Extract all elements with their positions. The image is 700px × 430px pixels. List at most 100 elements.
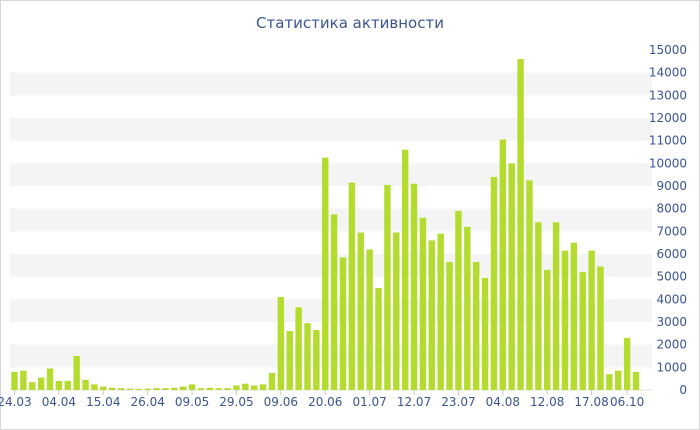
bar xyxy=(277,297,285,390)
bar xyxy=(330,214,338,390)
x-tick-label: 15.04 xyxy=(86,395,120,409)
bar xyxy=(410,183,418,390)
y-tick-label: 13000 xyxy=(649,88,687,102)
y-tick-label: 7000 xyxy=(656,224,687,238)
bar xyxy=(144,388,151,390)
bar xyxy=(339,257,347,390)
y-tick-label: 15000 xyxy=(649,43,687,57)
bar xyxy=(304,323,311,390)
bar xyxy=(615,370,622,390)
x-tick-label: 17.08 xyxy=(574,395,608,409)
bar xyxy=(570,242,578,390)
bar xyxy=(179,386,187,390)
bar xyxy=(632,371,640,390)
bar xyxy=(455,210,462,390)
bar xyxy=(206,387,214,390)
bar xyxy=(375,288,382,390)
bar xyxy=(419,217,427,390)
bar xyxy=(393,232,400,390)
x-tick-label: 12.07 xyxy=(397,395,431,409)
bar xyxy=(233,385,240,390)
bar xyxy=(623,337,631,390)
bar xyxy=(224,388,231,390)
bar xyxy=(215,388,222,390)
y-tick-label: 1000 xyxy=(656,360,687,374)
bar xyxy=(37,377,45,390)
bars xyxy=(11,59,640,390)
bar xyxy=(286,331,293,390)
bar xyxy=(428,240,435,390)
bar xyxy=(117,388,125,390)
bar xyxy=(55,380,63,390)
y-tick-label: 2000 xyxy=(656,338,687,352)
bar xyxy=(446,261,453,390)
y-tick-label: 0 xyxy=(679,383,687,397)
bar xyxy=(366,249,373,390)
bar xyxy=(126,388,134,390)
bar xyxy=(348,182,356,390)
x-tick-label: 04.04 xyxy=(42,395,76,409)
bar xyxy=(11,371,18,390)
y-tick-label: 14000 xyxy=(649,66,687,80)
bar xyxy=(535,222,542,390)
bar xyxy=(472,261,480,390)
bar xyxy=(259,384,267,390)
y-tick-label: 12000 xyxy=(649,111,687,125)
bar xyxy=(100,386,107,390)
y-tick-label: 10000 xyxy=(649,156,687,170)
bar xyxy=(268,373,276,390)
bar xyxy=(561,250,569,390)
y-tick-label: 6000 xyxy=(656,247,687,261)
grid-band xyxy=(10,118,652,141)
y-axis-ticks: 0 1000 2000 3000 4000 5000 6000 7000 8000 9000 100… xyxy=(649,43,687,397)
bar xyxy=(322,157,329,390)
grid-band xyxy=(10,72,652,96)
bar xyxy=(29,382,36,390)
bar xyxy=(242,383,249,390)
bar xyxy=(64,380,71,390)
bar xyxy=(313,329,320,390)
bar xyxy=(588,250,595,390)
y-tick-label: 4000 xyxy=(656,292,687,306)
bar xyxy=(188,384,196,390)
x-tick-label: 09.06 xyxy=(264,395,298,409)
x-tick-label: 12.08 xyxy=(530,395,564,409)
bar xyxy=(464,226,471,390)
x-tick-label: 06.10 xyxy=(610,395,644,409)
bar xyxy=(544,269,551,390)
bar xyxy=(108,387,116,390)
bar xyxy=(46,368,54,390)
bar xyxy=(552,222,560,390)
bar xyxy=(197,388,205,390)
bar xyxy=(20,370,27,390)
x-tick-label: 01.07 xyxy=(352,395,386,409)
bar xyxy=(251,385,258,390)
bar xyxy=(597,266,604,390)
bar xyxy=(437,233,444,390)
x-tick-label: 20.06 xyxy=(308,395,342,409)
bar xyxy=(295,307,302,390)
bar xyxy=(481,277,489,390)
bar xyxy=(82,379,89,390)
bar xyxy=(135,388,142,390)
bar xyxy=(606,374,613,390)
x-tick-label: 29.05 xyxy=(219,395,253,409)
y-tick-label: 3000 xyxy=(656,315,687,329)
y-tick-label: 9000 xyxy=(656,179,687,193)
bar xyxy=(153,388,160,390)
y-tick-label: 11000 xyxy=(649,134,687,148)
bar xyxy=(508,163,515,390)
y-tick-label: 8000 xyxy=(656,202,687,216)
bar xyxy=(499,139,507,390)
bar xyxy=(91,384,98,390)
x-tick-label: 24.03 xyxy=(0,395,32,409)
y-tick-label: 5000 xyxy=(656,270,687,284)
chart-title: Статистика активности xyxy=(256,14,444,32)
bar xyxy=(357,232,364,390)
x-tick-label: 26.04 xyxy=(130,395,164,409)
bar xyxy=(517,59,524,390)
bar xyxy=(171,387,178,390)
bar xyxy=(384,184,391,390)
bar xyxy=(401,149,409,390)
